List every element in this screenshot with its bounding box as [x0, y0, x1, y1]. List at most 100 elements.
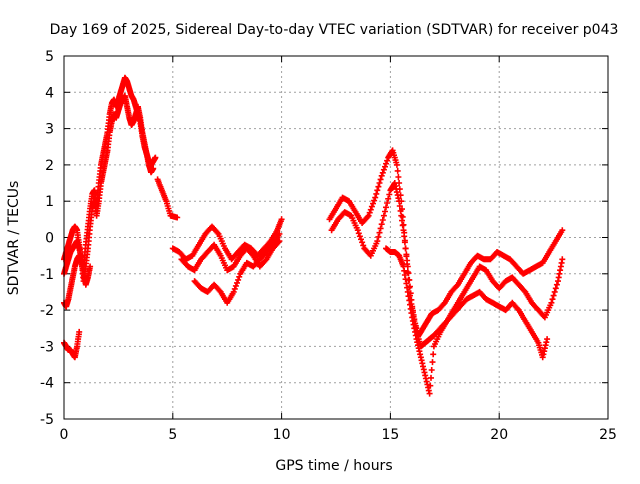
data-point-7-41: [236, 273, 243, 280]
data-point-7-38: [232, 282, 239, 289]
data-point-9-234: [559, 256, 566, 263]
y-tick-label: -4: [40, 376, 54, 392]
data-point-9-25: [355, 230, 362, 237]
data-point-9-26: [356, 233, 363, 240]
data-point-8-40: [370, 200, 376, 207]
y-tick-label: 0: [45, 231, 54, 247]
data-point-10-63: [428, 367, 435, 373]
y-tick-label: 4: [45, 85, 54, 101]
plot-frame: [63, 55, 609, 420]
data-point-9-222: [548, 299, 555, 306]
data-point-8-39: [368, 203, 375, 210]
data-point-8-37: [366, 209, 373, 216]
grid-lines: [64, 56, 608, 419]
data-point-9-28: [359, 239, 366, 246]
data-point-7-36: [230, 288, 237, 295]
data-point-9-46: [378, 221, 385, 228]
data-point-8-67: [394, 167, 401, 174]
data-point-8-49: [379, 169, 386, 176]
data-point-8-42: [372, 194, 379, 201]
y-tick-label: 5: [45, 49, 54, 65]
data-point-8-41: [371, 197, 378, 204]
data-point-9-72: [400, 227, 407, 234]
data-points: [61, 74, 566, 397]
y-tick-label: 2: [45, 158, 54, 174]
axis-ticks: 0 5 10 15 20 25 -5 -4 -3 -2 -1 0 1 2 3 4 5: [40, 49, 617, 443]
data-point-7-37: [231, 285, 238, 292]
data-point-9-52: [385, 195, 392, 202]
data-point-10-60: [426, 390, 433, 397]
data-point-9-225: [551, 288, 558, 295]
data-point-10-64: [429, 359, 436, 366]
y-axis-label: SDTVAR / TECUs: [6, 181, 22, 296]
y-tick-label: 3: [45, 122, 54, 138]
x-tick-label: 15: [381, 427, 399, 443]
data-point-8-68: [395, 174, 402, 180]
data-point-2-72: [87, 263, 94, 270]
data-point-9-50: [383, 204, 389, 211]
data-point-9-223: [549, 296, 556, 303]
data-point-8-38: [367, 206, 374, 213]
data-point-8-45: [375, 183, 382, 190]
data-point-9-79: [405, 270, 412, 277]
data-point-8-51: [382, 163, 388, 170]
data-point-8-52: [383, 160, 389, 167]
data-point-4-24: [174, 214, 181, 221]
y-tick-label: -2: [40, 303, 54, 319]
data-point-8-50: [380, 166, 387, 173]
data-point-7-23: [216, 287, 223, 294]
data-point-9-226: [552, 285, 559, 292]
x-tick-label: 20: [490, 427, 508, 443]
data-point-8-36: [365, 212, 372, 219]
data-point-7-78: [276, 230, 283, 237]
y-tick-label: -1: [40, 267, 54, 283]
data-point-9-42: [374, 238, 381, 245]
y-tick-label: -3: [40, 339, 54, 355]
data-point-10-35: [408, 310, 415, 317]
data-point-9-24: [354, 227, 361, 234]
data-point-10-174: [544, 336, 551, 343]
data-point-5-102: [278, 216, 285, 223]
y-tick-label: 1: [45, 194, 54, 210]
data-point-10-61: [427, 382, 434, 389]
data-point-9-48: [380, 212, 387, 219]
data-point-9-77: [404, 257, 411, 264]
data-point-8-53: [384, 157, 391, 164]
data-point-9-51: [384, 200, 391, 206]
data-point-9-75: [402, 245, 409, 252]
data-point-8-43: [373, 190, 380, 197]
data-point-9-45: [377, 225, 384, 232]
data-point-9-27: [358, 236, 364, 243]
x-tick-label: 0: [60, 427, 69, 443]
data-point-10-65: [430, 351, 437, 358]
data-point-9-67: [396, 203, 403, 209]
data-point-9-231: [557, 267, 564, 274]
x-tick-label: 10: [273, 427, 291, 443]
data-point-9-197: [521, 287, 528, 294]
data-point-9-63: [393, 189, 400, 196]
data-point-9-29: [360, 242, 367, 249]
chart-title: Day 169 of 2025, Sidereal Day-to-day VTE…: [50, 22, 619, 38]
data-point-10-55: [422, 375, 429, 382]
data-point-9-44: [376, 229, 383, 236]
data-point-9-73: [401, 233, 408, 240]
data-point-9-49: [382, 208, 388, 215]
data-point-8-44: [374, 187, 381, 194]
data-point-0-252: [152, 154, 159, 161]
data-point-9-76: [403, 251, 410, 258]
data-point-9-43: [375, 233, 382, 240]
x-axis-label: GPS time / hours: [275, 458, 392, 474]
x-tick-label: 25: [599, 427, 617, 443]
data-point-9-227: [553, 281, 560, 288]
data-point-8-234: [559, 227, 566, 234]
data-point-7-39: [234, 279, 240, 286]
data-point-3-42: [76, 328, 83, 335]
data-point-9-224: [550, 292, 557, 299]
data-point-7-40: [235, 276, 242, 283]
data-point-10-62: [428, 374, 434, 381]
data-point-10-59: [425, 387, 432, 394]
data-point-8-47: [377, 176, 384, 183]
x-tick-label: 5: [168, 427, 177, 443]
